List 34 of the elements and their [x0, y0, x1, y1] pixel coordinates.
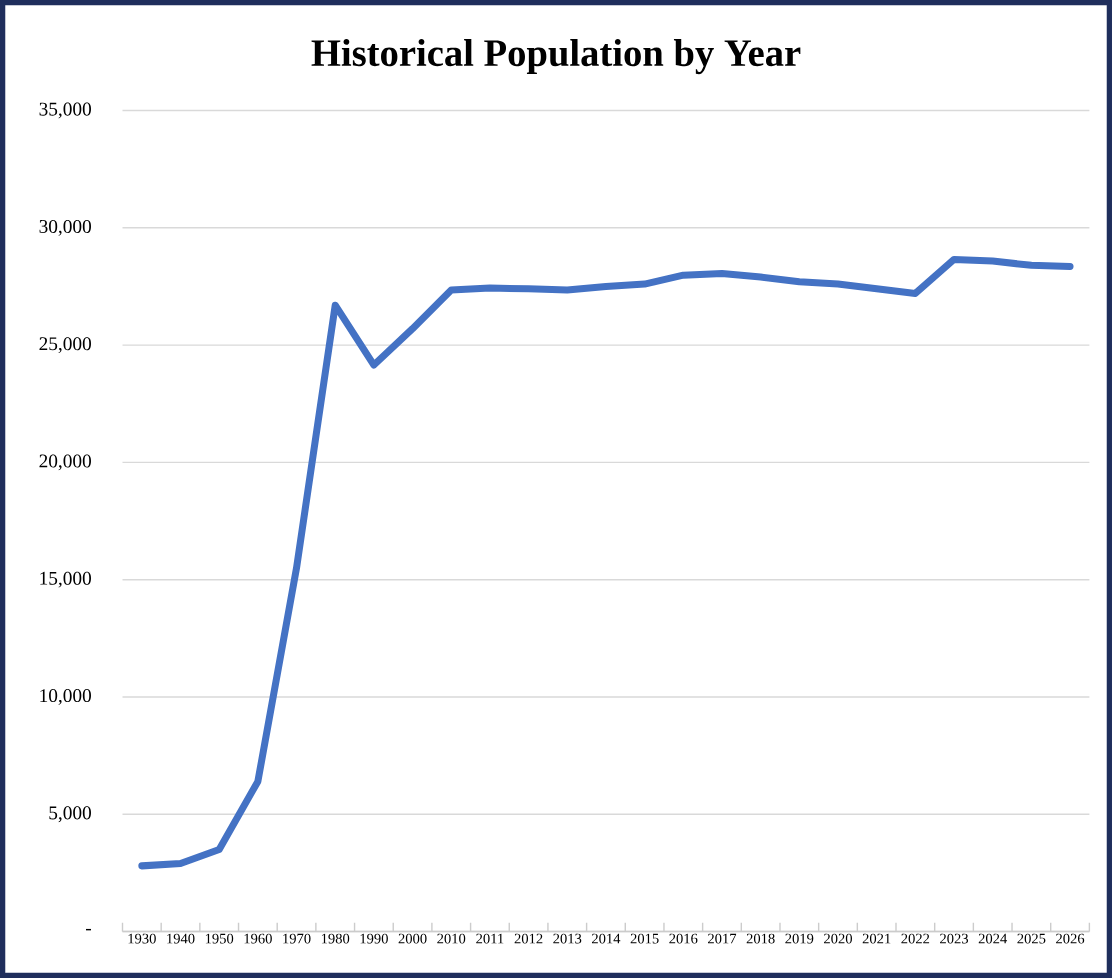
x-tick-label: 2018 [746, 933, 775, 944]
x-tick-label: 1940 [167, 933, 195, 944]
x-tick-label: 2014 [592, 933, 621, 944]
y-tick-label: 30,000 [39, 219, 91, 236]
x-tick-label: 2019 [785, 933, 814, 944]
x-tick-label: 2023 [940, 933, 969, 944]
x-tick-label: 1930 [128, 933, 156, 944]
y-tick-label: 35,000 [39, 102, 91, 119]
x-tick-label: 2015 [630, 933, 659, 944]
x-tick-label: 2012 [514, 933, 543, 944]
x-tick-label: 1980 [321, 933, 350, 944]
x-tick-label: 1970 [283, 933, 311, 944]
y-tick-label: - [86, 928, 92, 931]
x-tick-label: 2010 [437, 933, 466, 944]
x-tick-label: 2020 [824, 933, 852, 944]
chart-title: Historical Population by Year [311, 38, 801, 75]
x-tick-label: 2017 [708, 933, 737, 944]
x-tick-label: 2016 [669, 933, 698, 944]
x-tick-label: 2021 [862, 933, 891, 944]
y-tick-label: 25,000 [39, 337, 91, 353]
x-tick-label: 2025 [1017, 933, 1046, 944]
x-tick-label: 2024 [978, 933, 1008, 944]
x-tick-label: 2013 [553, 933, 582, 944]
y-tick-label: 5,000 [49, 806, 91, 823]
x-tick-label: 2000 [398, 933, 427, 944]
y-tick-label: 10,000 [40, 689, 91, 705]
x-tick-label: 1960 [244, 933, 272, 944]
x-tick-label: 2022 [901, 933, 930, 944]
x-tick-label: 2026 [1056, 933, 1085, 944]
x-tick-label: 1990 [360, 933, 388, 944]
x-tick-label: 1950 [205, 933, 234, 944]
x-tick-label: 2011 [476, 933, 504, 944]
y-tick-label: 15,000 [40, 571, 91, 588]
y-tick-label: 20,000 [39, 454, 91, 471]
